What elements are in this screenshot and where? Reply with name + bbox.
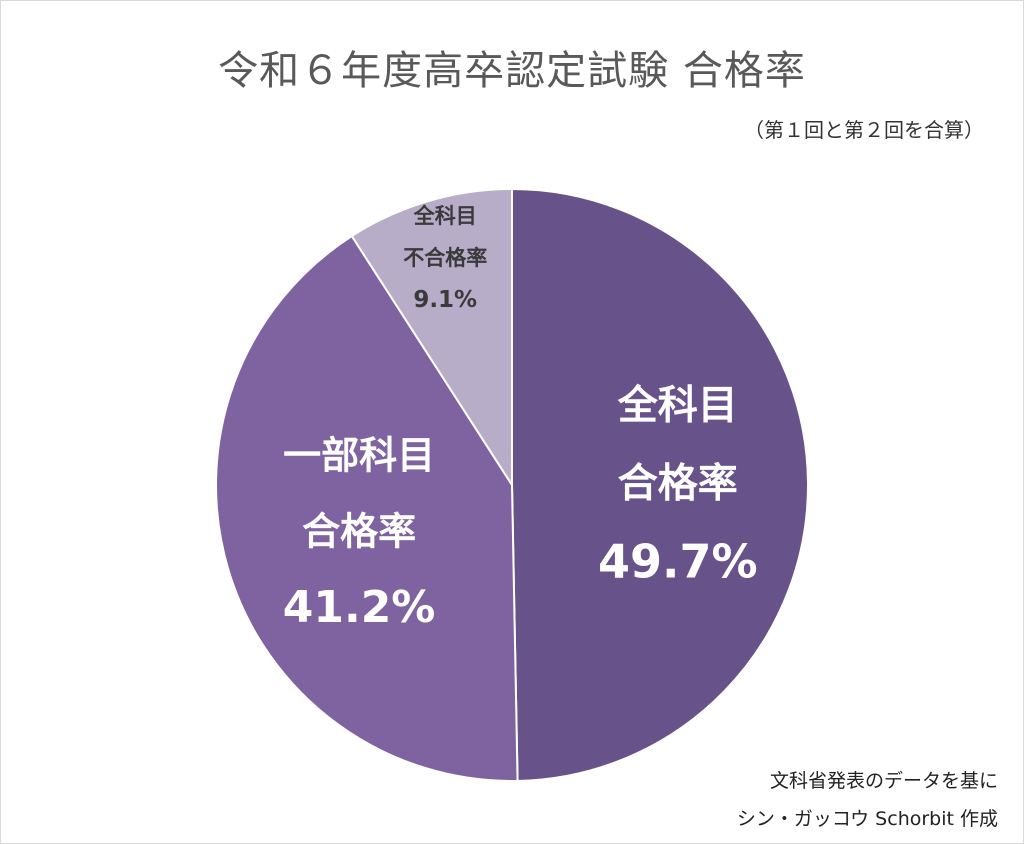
chart-subtitle: （第１回と第２回を合算） [744,118,984,142]
source-note-line1: 文科省発表のデータを基に [769,770,998,792]
pie-label-partial-pass-value: 41.2% [283,582,436,633]
pie-label-all-pass-line2: 合格率 [618,460,738,506]
pie-slices [215,187,809,782]
pie-slice-partial-pass [215,234,519,782]
pie-label-all-fail-value: 9.1% [413,287,477,313]
source-note-line2: シン・ガッコウ Schorbit 作成 [736,808,998,830]
pie-label-all-pass-line1: 全科目 [617,382,738,428]
pie-label-all-fail-line1: 全科目 [413,204,477,228]
pie-label-partial-pass-line1: 一部科目 [283,434,435,478]
pie-label-all-pass-value: 49.7% [598,534,758,588]
chart-title: 令和６年度高卒認定試験 合格率 [218,48,806,94]
pie-slice-all-fail [350,187,513,489]
pie-label-all-fail-line2: 不合格率 [403,246,487,270]
pie-label-partial-pass-line2: 合格率 [302,510,416,554]
pie-slice-all-pass [511,187,809,782]
